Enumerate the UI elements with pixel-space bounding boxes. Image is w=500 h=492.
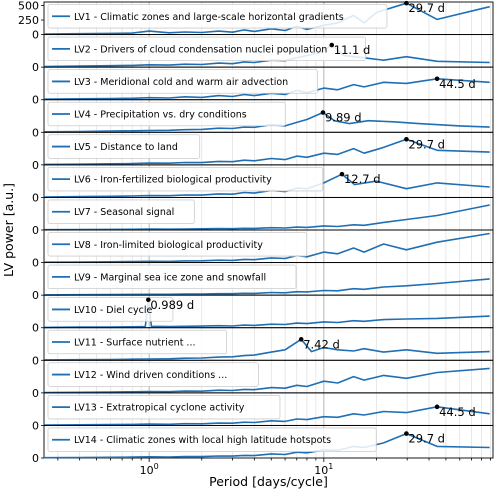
peak-marker	[434, 404, 440, 410]
y-tick-label: 0	[32, 159, 39, 172]
legend-label: LV5 - Distance to land	[74, 142, 178, 153]
peak-marker	[434, 76, 440, 82]
peak-label: 44.5 d	[439, 77, 476, 91]
peak-label: 29.7 d	[408, 137, 445, 151]
legend-box	[47, 199, 195, 224]
series-line	[43, 78, 490, 100]
y-tick-label: 0	[32, 387, 39, 400]
legend-box	[47, 232, 308, 257]
peak-label: 44.5 d	[439, 405, 476, 419]
series-line	[43, 204, 490, 231]
series-line	[43, 173, 490, 198]
y-tick-label: 0	[32, 289, 39, 302]
legend-label: LV13 - Extratropical cyclone activity	[74, 403, 245, 414]
legend-label: LV6 - Iron-fertilized biological product…	[74, 175, 272, 186]
series-line	[43, 44, 490, 68]
peak-label: 11.1 d	[334, 43, 371, 57]
y-tick-label: 0	[32, 224, 39, 237]
x-axis-label: Period [days/cycle]	[209, 474, 328, 489]
x-tick-label: 100	[140, 462, 159, 477]
series-line	[43, 338, 490, 361]
legend-box	[47, 394, 281, 420]
y-axis-label: LV power [a.u.]	[1, 183, 16, 277]
peak-label: 9.89 d	[325, 111, 362, 125]
legend-box	[47, 362, 259, 387]
peak-label: 29.7 d	[408, 432, 445, 446]
peak-marker	[329, 42, 335, 48]
peak-marker	[404, 431, 409, 436]
legend-box	[47, 264, 297, 290]
y-tick-label: 0	[32, 94, 39, 107]
peak-label: 29.7 d	[408, 1, 445, 15]
y-tick-label: 0	[32, 29, 39, 42]
peak-marker	[298, 337, 304, 342]
panel-frame	[43, 424, 494, 459]
series-line	[43, 367, 490, 394]
peak-marker	[320, 110, 326, 115]
y-tick-label: 500	[18, 0, 39, 12]
peak-marker	[339, 171, 345, 177]
peak-label: 0.989 d	[150, 298, 194, 312]
legend-label: LV7 - Seasonal signal	[74, 207, 174, 218]
y-tick-label: 0	[32, 126, 39, 139]
y-tick-label: 0	[32, 354, 39, 367]
legend-label: LV3 - Meridional cold and warm air advec…	[74, 77, 288, 88]
series-line	[43, 299, 490, 329]
y-tick-label: 250	[18, 14, 39, 27]
series-line	[43, 232, 490, 263]
y-tick-label: 0	[32, 61, 39, 74]
y-tick-label: 0	[32, 257, 39, 270]
legend-label: LV12 - Wind driven conditions ...	[74, 370, 227, 381]
peak-marker	[146, 297, 151, 303]
y-tick-label: 0	[32, 419, 39, 432]
peak-label: 12.7 d	[344, 172, 381, 186]
legend-box	[47, 166, 324, 192]
legend-box	[47, 101, 286, 127]
peak-marker	[404, 0, 409, 6]
legend-label: LV10 - Diel cycle	[74, 305, 152, 316]
legend-box	[47, 134, 201, 159]
series-line	[43, 138, 490, 166]
legend-label: LV8 - Iron-limited biological productivi…	[74, 240, 263, 251]
legend-label: LV11 - Surface nutrient ...	[74, 338, 196, 349]
legend-label: LV9 - Marginal sea ice zone and snowfall	[74, 272, 266, 283]
peak-label: 7.42 d	[303, 337, 340, 351]
legend-box	[47, 69, 318, 94]
legend-label: LV4 - Precipitation vs. dry conditions	[74, 110, 247, 121]
legend-box	[47, 427, 377, 452]
legend-box	[47, 36, 366, 62]
y-tick-label: 0	[32, 452, 39, 465]
legend-box	[47, 329, 227, 355]
legend-label: LV1 - Climatic zones and large-scale hor…	[74, 12, 344, 23]
peak-marker	[404, 136, 409, 142]
legend-label: LV14 - Climatic zones with local high la…	[74, 435, 331, 446]
legend-label: LV2 - Drivers of cloud condensation nucl…	[74, 44, 327, 55]
series-line	[43, 278, 490, 296]
y-tick-label: 0	[32, 322, 39, 335]
series-line	[43, 406, 490, 426]
legend-box	[47, 4, 388, 29]
y-tick-label: 0	[32, 191, 39, 204]
legend-box	[47, 297, 174, 322]
